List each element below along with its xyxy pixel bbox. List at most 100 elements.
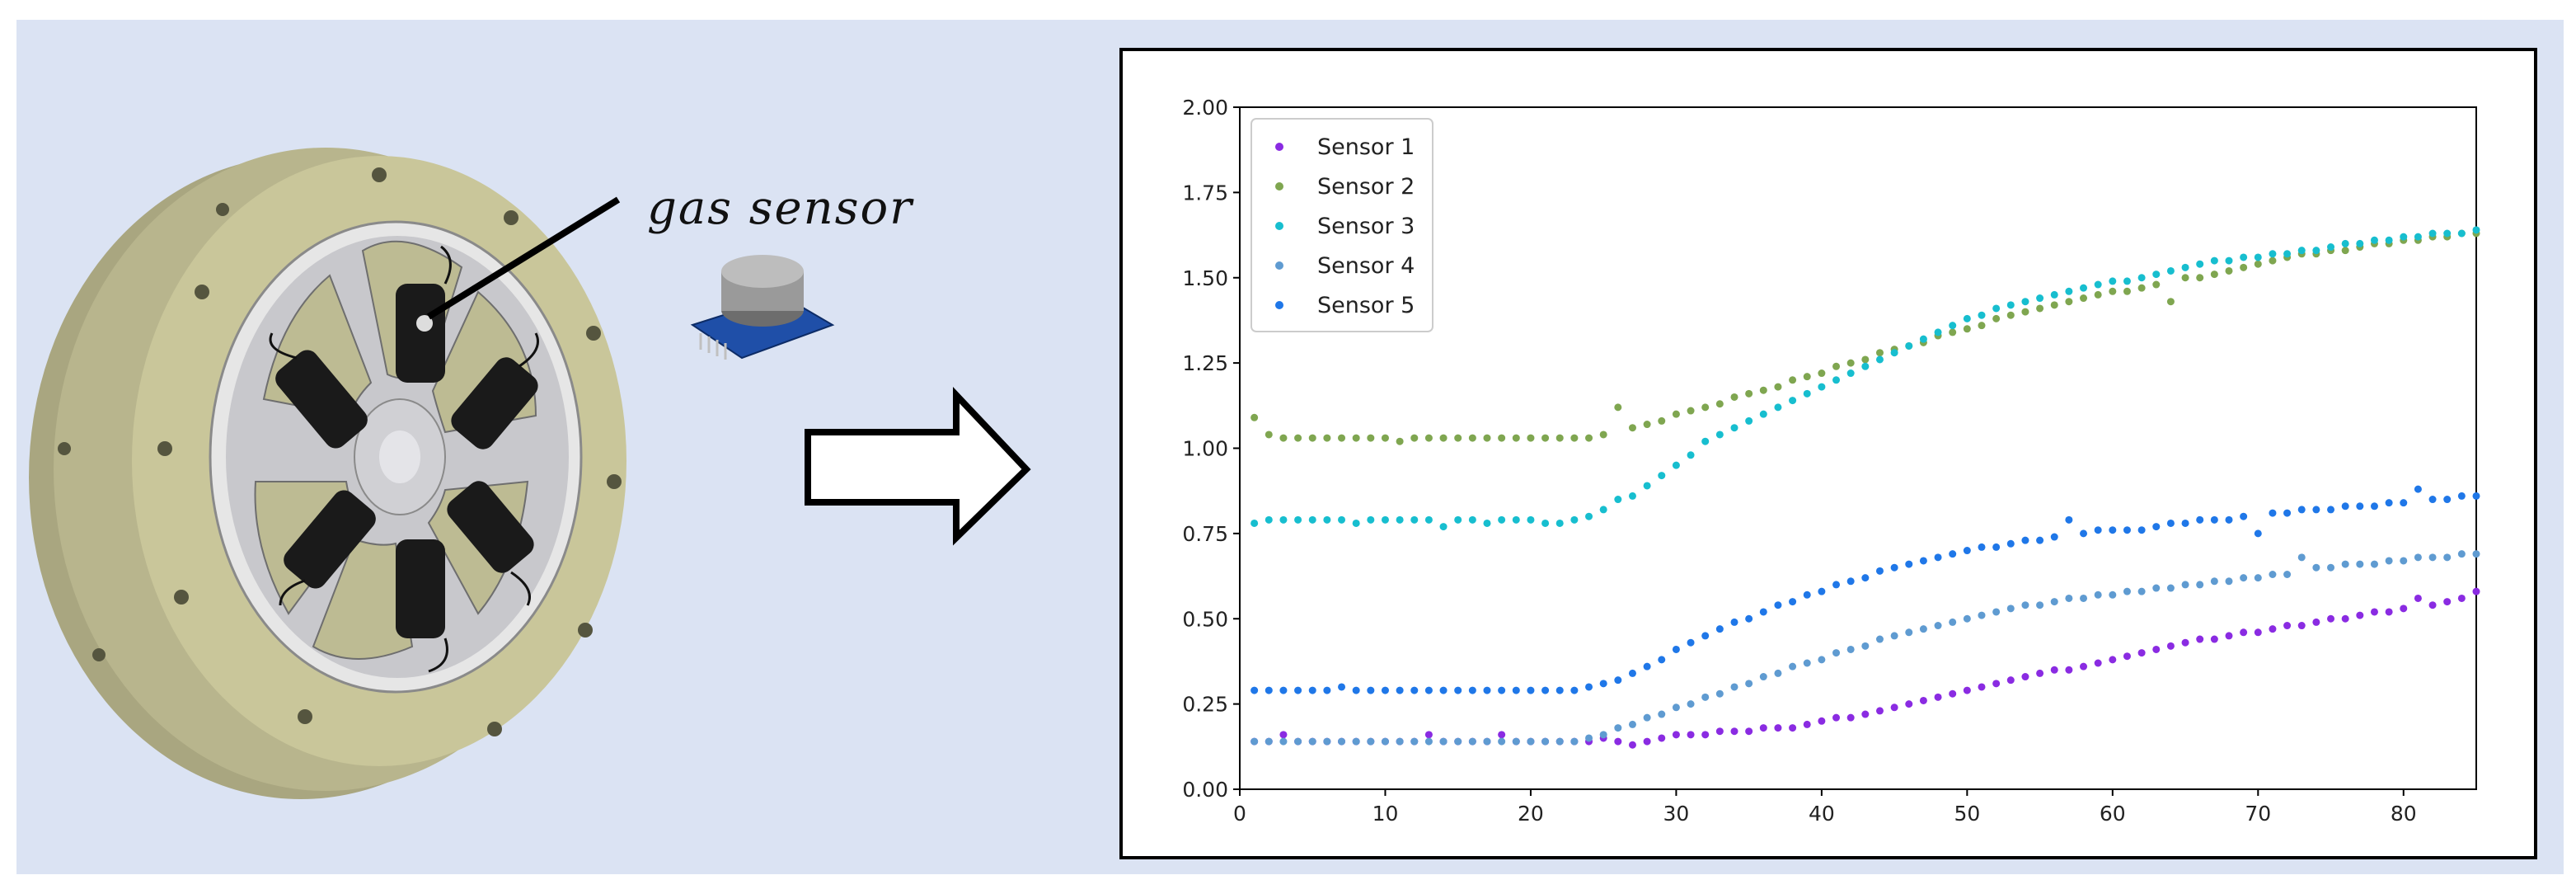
x-tick-label: 0 (1233, 802, 1246, 826)
data-point (2254, 253, 2262, 261)
data-point (1759, 608, 1767, 616)
data-point (1468, 737, 1476, 746)
data-point (1715, 689, 1724, 698)
legend-marker (1275, 301, 1283, 309)
data-point (2341, 502, 2349, 511)
data-point (1308, 686, 1316, 694)
data-point (1323, 686, 1331, 694)
data-point (1875, 567, 1884, 575)
data-point (1367, 737, 1375, 746)
annotation-pointer (426, 196, 621, 320)
data-point (2080, 294, 2088, 303)
data-point (1963, 686, 1971, 694)
data-point (1890, 703, 1898, 712)
data-point (2297, 247, 2306, 255)
data-point (1715, 625, 1724, 633)
data-point (1643, 713, 1651, 722)
data-point (1527, 686, 1535, 694)
data-point (1308, 515, 1316, 524)
data-point (1978, 543, 1986, 551)
data-point (1658, 472, 1666, 480)
data-point (2443, 496, 2452, 504)
sensor-modules (275, 284, 538, 638)
data-point (1614, 496, 1622, 504)
data-point (2181, 274, 2189, 282)
data-point (2021, 536, 2029, 544)
data-point (1483, 434, 1491, 442)
data-point (1585, 734, 1593, 742)
data-point (1730, 618, 1738, 626)
data-point (2080, 529, 2088, 538)
data-point (2094, 290, 2102, 299)
data-point (2297, 506, 2306, 514)
data-point (2050, 666, 2058, 674)
data-point (1992, 543, 2001, 551)
data-point (1338, 737, 1346, 746)
data-point (1978, 611, 1986, 619)
x-tick-label: 80 (2391, 802, 2417, 826)
y-axis-ticks: 0.00 0.25 0.50 0.75 1.00 1.25 1.50 1.75 2.00 (1182, 96, 1240, 802)
data-point (2196, 274, 2204, 282)
data-point (1687, 638, 1695, 647)
data-point (1832, 376, 1841, 384)
data-point (1454, 686, 1462, 694)
data-point (1250, 737, 1259, 746)
series-5 (1250, 485, 2480, 694)
data-point (1352, 519, 1360, 527)
data-point (2166, 642, 2175, 650)
data-point (2240, 574, 2248, 582)
data-point (2443, 553, 2452, 562)
x-tick-label: 30 (1663, 802, 1690, 826)
data-point (1614, 737, 1622, 746)
data-point (1367, 515, 1375, 524)
data-point (1774, 724, 1782, 732)
data-point (1658, 710, 1666, 718)
data-point (1468, 434, 1476, 442)
data-point (1672, 703, 1680, 712)
y-tick-label: 1.00 (1182, 437, 1228, 461)
data-point (1701, 693, 1710, 701)
data-point (1818, 369, 1826, 378)
data-point (1555, 737, 1564, 746)
data-point (1789, 598, 1797, 606)
data-point (1978, 311, 1986, 319)
data-point (2196, 635, 2204, 643)
data-point (2269, 625, 2277, 633)
data-point (1512, 515, 1520, 524)
data-point (2109, 287, 2117, 295)
data-point (2166, 266, 2175, 275)
data-point (2240, 512, 2248, 520)
data-point (1250, 686, 1259, 694)
data-point (1745, 727, 1753, 736)
data-point (1658, 416, 1666, 425)
data-point (1730, 424, 1738, 432)
data-point (2283, 509, 2292, 517)
data-point (1978, 322, 1986, 330)
scatter-chart: 0.00 0.25 0.50 0.75 1.00 1.25 1.50 1.75 2.00 0 10… (1182, 96, 2480, 826)
data-point (1890, 349, 1898, 357)
data-point (2283, 250, 2292, 258)
data-point (1250, 519, 1259, 527)
data-point (2065, 515, 2073, 524)
data-point (1294, 686, 1302, 694)
data-point (2312, 506, 2320, 514)
data-point (1861, 362, 1870, 370)
data-point (1308, 434, 1316, 442)
data-point (1672, 731, 1680, 739)
gas-sensor-board-icon (690, 255, 835, 360)
data-point (2065, 287, 2073, 295)
data-point (1949, 322, 1957, 330)
data-point (2356, 611, 2364, 619)
data-point (2050, 533, 2058, 541)
data-point (2341, 247, 2349, 255)
data-point (1818, 587, 1826, 595)
data-point (2036, 304, 2044, 313)
data-point (1890, 563, 1898, 572)
data-point (2225, 577, 2233, 586)
data-point (1905, 341, 1913, 350)
data-point (1439, 686, 1448, 694)
data-point (1701, 403, 1710, 412)
data-point (2327, 563, 2335, 572)
data-point (1424, 515, 1433, 524)
y-tick-label: 2.00 (1182, 96, 1228, 120)
